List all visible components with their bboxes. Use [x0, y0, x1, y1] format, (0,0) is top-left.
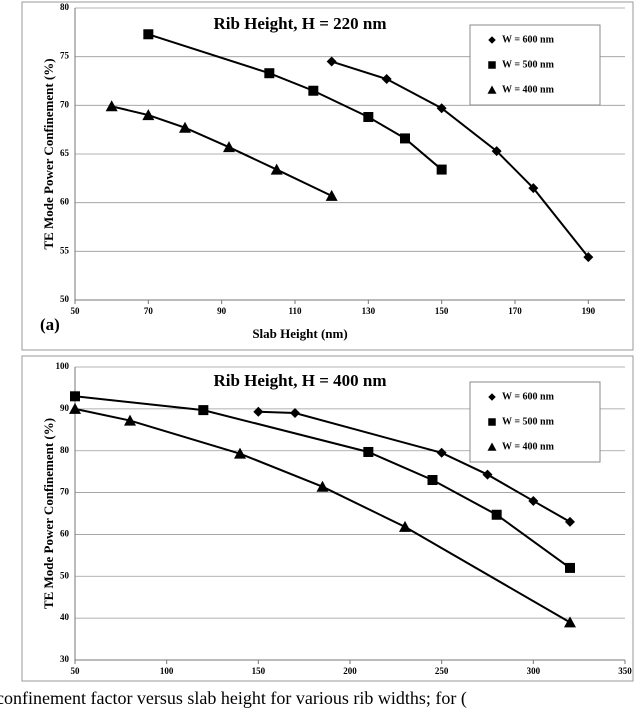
legend-label: W = 400 nm	[502, 441, 555, 452]
data-point	[270, 163, 283, 175]
x-tick-label: 130	[362, 306, 376, 316]
data-point	[363, 446, 374, 457]
data-point	[308, 85, 319, 96]
data-point	[316, 480, 329, 492]
data-point	[179, 121, 191, 133]
y-axis-title: TE Mode Power Confinement (%)	[41, 418, 56, 609]
y-tick-label: 55	[60, 245, 70, 255]
data-point	[528, 495, 539, 506]
legend-label: W = 600 nm	[502, 391, 555, 402]
y-tick-label: 30	[60, 654, 70, 664]
legend-label: W = 600 nm	[502, 34, 555, 45]
panel-label: (a)	[40, 315, 60, 334]
panel-frame	[21, 1, 634, 351]
data-point	[436, 103, 447, 114]
series-line	[148, 33, 443, 171]
data-point	[326, 56, 337, 67]
data-point	[427, 475, 438, 486]
y-tick-label: 80	[60, 445, 70, 455]
x-tick-label: 150	[252, 666, 266, 676]
data-point	[69, 402, 81, 414]
data-point	[223, 141, 235, 153]
legend-label: W = 500 nm	[502, 59, 555, 70]
x-tick-label: 150	[435, 306, 449, 316]
x-tick-label: 190	[582, 306, 596, 316]
legend-marker	[488, 61, 496, 69]
data-point	[70, 391, 80, 402]
y-tick-label: 60	[60, 528, 70, 538]
data-point	[105, 100, 118, 112]
chart-title: Rib Height, H = 400 nm	[213, 371, 386, 390]
legend-marker	[487, 442, 497, 451]
y-tick-label: 60	[60, 197, 70, 207]
data-point	[142, 109, 155, 121]
panel-frame	[21, 355, 634, 682]
x-tick-label: 110	[288, 306, 302, 316]
y-tick-label: 80	[60, 2, 70, 12]
data-point	[234, 447, 246, 459]
y-tick-label: 70	[60, 487, 70, 497]
data-point	[290, 408, 300, 419]
data-point	[583, 252, 594, 263]
data-point	[436, 447, 447, 458]
legend-marker	[488, 393, 496, 401]
data-point	[564, 616, 576, 628]
data-point	[400, 133, 410, 144]
data-point	[253, 406, 264, 417]
x-tick-label: 100	[160, 666, 174, 676]
x-tick-label: 50	[71, 666, 81, 676]
series-line	[74, 395, 571, 569]
legend-label: W = 500 nm	[502, 416, 555, 427]
y-tick-label: 70	[60, 99, 70, 109]
data-point	[565, 516, 575, 527]
series-line	[258, 410, 571, 523]
x-tick-label: 50	[71, 306, 81, 316]
y-tick-label: 50	[60, 570, 70, 580]
x-axis-title: Slab Height (nm)	[252, 326, 347, 341]
y-tick-label: 50	[60, 294, 70, 304]
data-point	[381, 74, 392, 85]
series-line	[331, 60, 590, 258]
data-point	[198, 405, 209, 416]
legend-marker	[487, 85, 497, 94]
data-point	[399, 520, 411, 532]
data-point	[565, 562, 575, 573]
data-point	[528, 183, 539, 194]
legend-marker	[488, 36, 496, 44]
legend-marker	[488, 418, 496, 426]
x-tick-label: 350	[618, 666, 632, 676]
y-tick-label: 75	[60, 51, 70, 61]
y-tick-label: 90	[60, 403, 70, 413]
data-point	[363, 112, 374, 123]
legend-label: W = 400 nm	[502, 84, 555, 95]
x-tick-label: 70	[144, 306, 154, 316]
y-tick-label: 100	[56, 361, 70, 371]
y-tick-label: 65	[60, 148, 70, 158]
series-line	[74, 407, 571, 624]
caption: confinement factor versus slab height fo…	[0, 688, 467, 709]
data-point	[436, 164, 447, 175]
data-point	[491, 509, 502, 520]
data-point	[482, 469, 493, 480]
data-point	[325, 189, 338, 201]
x-tick-label: 90	[217, 306, 227, 316]
data-point	[264, 68, 275, 79]
data-point	[143, 29, 154, 40]
y-tick-label: 40	[60, 612, 70, 622]
chart-title: Rib Height, H = 220 nm	[213, 14, 386, 33]
x-tick-label: 250	[435, 666, 449, 676]
data-point	[491, 146, 502, 157]
x-tick-label: 170	[508, 306, 522, 316]
series-line	[111, 105, 333, 197]
y-axis-title: TE Mode Power Confinement (%)	[41, 58, 56, 249]
x-tick-label: 300	[527, 666, 541, 676]
data-point	[124, 414, 136, 426]
x-tick-label: 200	[343, 666, 357, 676]
